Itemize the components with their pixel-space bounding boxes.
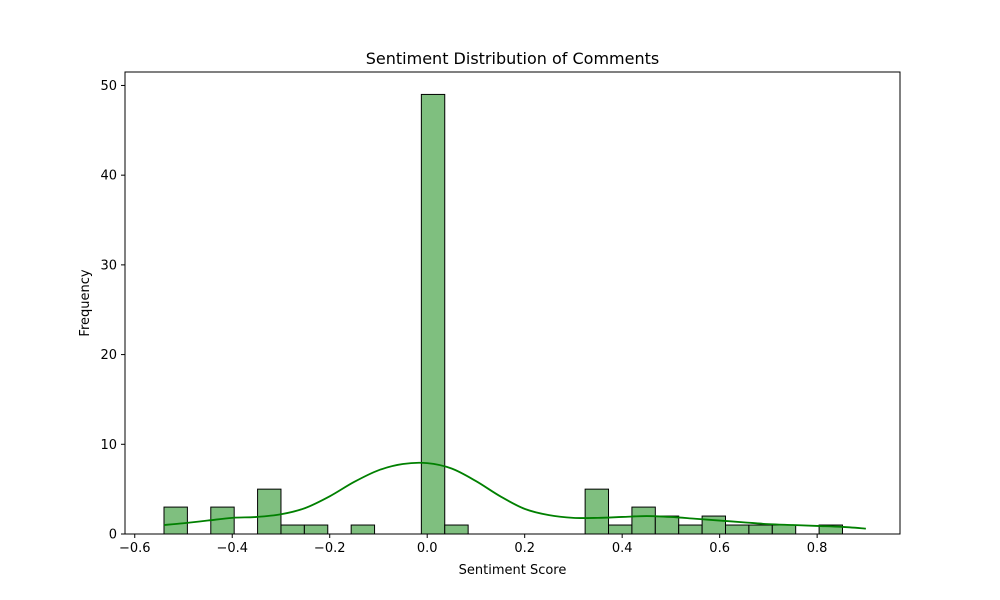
histogram-bar bbox=[444, 524, 469, 535]
histogram-bar bbox=[748, 524, 773, 535]
x-tick-label: 0.0 bbox=[417, 541, 438, 556]
y-tick-label: 20 bbox=[100, 348, 117, 363]
histogram-bars bbox=[163, 93, 843, 535]
x-tick-label: −0.2 bbox=[314, 541, 346, 556]
histogram-bar bbox=[654, 515, 680, 535]
x-tick-label: 0.2 bbox=[514, 541, 535, 556]
chart-title: Sentiment Distribution of Comments bbox=[366, 49, 659, 68]
y-tick-label: 10 bbox=[100, 438, 117, 453]
histogram-bar bbox=[631, 506, 656, 535]
histogram-bar bbox=[725, 524, 750, 535]
x-tick-label: −0.4 bbox=[216, 541, 248, 556]
histogram-bar bbox=[584, 488, 610, 535]
histogram-bar bbox=[608, 524, 633, 535]
x-tick-label: −0.6 bbox=[119, 541, 151, 556]
x-tick-label: 0.8 bbox=[807, 541, 828, 556]
histogram-bar bbox=[303, 524, 329, 535]
y-tick-label: 40 bbox=[100, 169, 117, 184]
y-tick-label: 50 bbox=[100, 79, 117, 94]
y-axis-ticks: 0 10 20 30 40 50 bbox=[100, 79, 125, 543]
x-axis-label: Sentiment Score bbox=[459, 563, 567, 578]
plot-frame bbox=[124, 71, 901, 535]
y-tick-label: 30 bbox=[100, 258, 117, 273]
kde-curve bbox=[163, 461, 866, 530]
x-axis-ticks: −0.6 −0.4 −0.2 0.0 0.2 0.4 0.6 0.8 bbox=[119, 534, 828, 556]
histogram-bar bbox=[350, 524, 376, 535]
histogram-bar bbox=[280, 524, 305, 535]
y-tick-label: 0 bbox=[109, 528, 117, 543]
histogram-bar bbox=[420, 93, 446, 535]
histogram-bar bbox=[771, 524, 797, 535]
histogram-bar bbox=[257, 488, 282, 535]
x-tick-label: 0.4 bbox=[612, 541, 633, 556]
histogram-bar bbox=[678, 524, 703, 535]
histogram-bar bbox=[163, 506, 188, 535]
x-tick-label: 0.6 bbox=[709, 541, 730, 556]
y-axis-label: Frequency bbox=[78, 269, 93, 336]
